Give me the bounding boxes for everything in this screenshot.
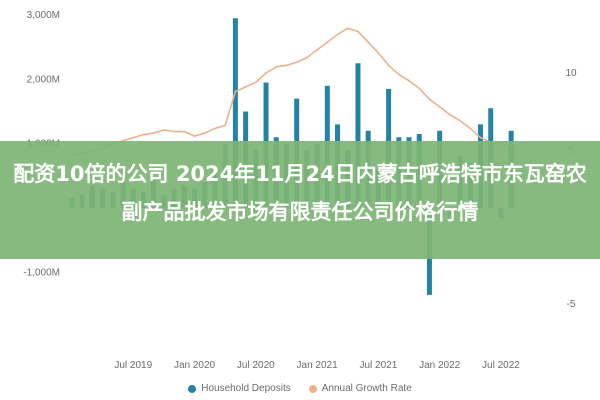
headline-banner: 配资10倍的公司 2024年11月24日内蒙古呼浩特市东瓦窑农副产品批发市场有限… — [0, 141, 600, 259]
line-point-2021-04 — [346, 27, 349, 30]
legend-label-annual-growth-rate: Annual Growth Rate — [321, 383, 412, 394]
line-point-2019-10 — [163, 129, 165, 131]
legend-item-annual-growth-rate[interactable]: Annual Growth Rate — [308, 383, 412, 394]
legend-swatch-line — [308, 384, 317, 393]
bar-2021-05 — [355, 63, 361, 208]
line-point-2019-08 — [142, 133, 145, 136]
left-tick-label: 3,000M — [27, 10, 60, 21]
line-point-2020-09 — [275, 65, 278, 68]
x-tick-label: Jan 2022 — [419, 360, 461, 371]
x-tick-label: Jul 2021 — [359, 360, 397, 371]
right-tick-label: 10 — [565, 68, 577, 79]
legend-item-household-deposits[interactable]: Household Deposits — [188, 383, 291, 394]
right-tick-label: -5 — [567, 299, 576, 310]
line-point-2021-12 — [428, 98, 431, 101]
x-tick-label: Jan 2021 — [297, 360, 339, 371]
line-point-2022-05 — [479, 136, 482, 139]
left-tick-label: -1,000M — [23, 267, 60, 278]
line-point-2021-07 — [377, 52, 380, 54]
growth-rate-line — [71, 27, 512, 156]
line-point-2022-03 — [459, 119, 461, 122]
line-point-2020-03 — [214, 127, 216, 130]
x-tick-label: Jul 2019 — [114, 360, 152, 371]
line-point-2019-12 — [183, 130, 186, 133]
line-point-2021-06 — [367, 41, 370, 44]
headline-text: 配资10倍的公司 2024年11月24日内蒙古呼浩特市东瓦窑农副产品批发市场有限… — [13, 162, 587, 224]
line-point-2020-05 — [234, 90, 237, 93]
line-point-2021-01 — [316, 49, 319, 51]
line-point-2020-10 — [285, 64, 288, 67]
line-point-2019-07 — [132, 136, 135, 139]
line-point-2020-11 — [295, 61, 298, 64]
line-point-2022-02 — [448, 113, 451, 116]
bar-2020-05 — [232, 18, 238, 208]
line-point-2022-01 — [438, 105, 441, 108]
legend: Household Deposits Annual Growth Rate — [0, 383, 600, 394]
line-point-2021-08 — [387, 64, 390, 67]
legend-swatch-bars — [188, 384, 197, 393]
line-point-2020-12 — [305, 56, 308, 59]
legend-label-household-deposits: Household Deposits — [201, 383, 291, 394]
x-tick-label: Jul 2020 — [237, 360, 275, 371]
line-point-2021-02 — [326, 41, 329, 44]
line-point-2021-05 — [357, 30, 359, 33]
line-point-2020-01 — [193, 135, 196, 138]
line-point-2020-02 — [203, 132, 206, 134]
left-tick-label: 2,000M — [27, 74, 60, 85]
line-point-2020-06 — [244, 85, 247, 88]
x-tick-label: Jul 2022 — [482, 360, 520, 371]
line-point-2020-07 — [254, 81, 257, 84]
line-point-2021-09 — [397, 73, 400, 76]
line-point-2020-08 — [265, 72, 267, 74]
line-point-2020-04 — [224, 124, 227, 127]
line-layer — [71, 27, 513, 156]
x-tick-label: Jan 2020 — [174, 360, 216, 371]
line-point-2022-04 — [469, 127, 472, 130]
line-point-2019-11 — [173, 130, 176, 133]
line-point-2021-03 — [336, 33, 339, 36]
x-axis: Jul 2019 Jan 2020 Jul 2020 Jan 2021 Jul 2021… — [114, 360, 520, 371]
line-point-2021-10 — [408, 79, 410, 82]
line-point-2019-09 — [152, 132, 155, 134]
line-point-2021-11 — [418, 87, 421, 90]
